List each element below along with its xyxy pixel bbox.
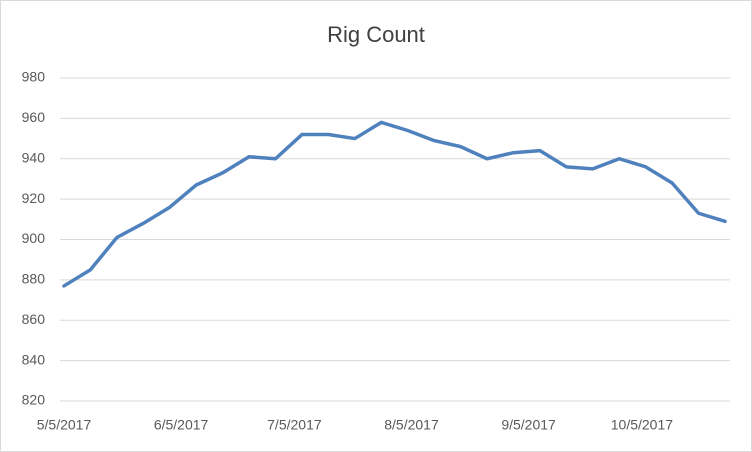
y-tick-label: 840 (22, 351, 46, 367)
y-tick-label: 900 (22, 230, 46, 246)
x-tick-label: 7/5/2017 (267, 417, 322, 433)
y-tick-label: 920 (22, 190, 46, 206)
x-tick-label: 9/5/2017 (501, 417, 556, 433)
x-tick-label: 10/5/2017 (611, 417, 673, 433)
y-tick-label: 820 (22, 392, 46, 408)
y-tick-label: 940 (22, 149, 46, 165)
x-tick-label: 5/5/2017 (37, 417, 92, 433)
data-line (62, 120, 727, 288)
y-tick-label: 960 (22, 109, 46, 125)
y-tick-label: 980 (22, 69, 46, 85)
x-tick-label: 6/5/2017 (154, 417, 209, 433)
y-tick-label: 860 (22, 311, 46, 327)
chart-title: Rig Count (327, 22, 425, 47)
y-tick-label: 880 (22, 271, 46, 287)
x-tick-label: 8/5/2017 (384, 417, 439, 433)
